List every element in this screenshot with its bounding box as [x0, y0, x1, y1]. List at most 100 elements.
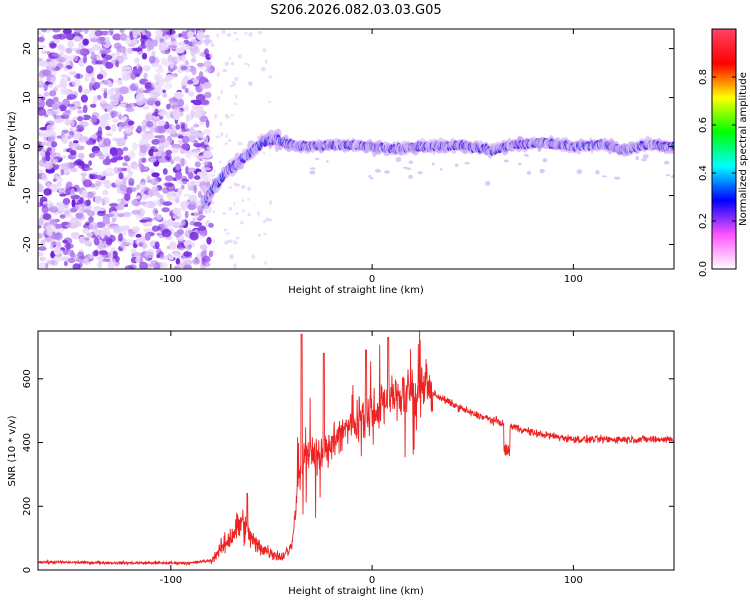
- noise-blob: [47, 61, 57, 69]
- noise-blob: [181, 219, 186, 226]
- noise-blob: [176, 229, 184, 236]
- ridge-halo: [503, 159, 509, 163]
- noise-blob: [43, 83, 48, 92]
- noise-blob: [78, 262, 83, 268]
- noise-blob: [38, 225, 42, 229]
- noise-blob: [89, 103, 97, 108]
- noise-blob: [151, 172, 160, 178]
- noise-blob: [264, 261, 268, 265]
- noise-blob: [101, 57, 107, 66]
- noise-blob: [196, 171, 205, 176]
- noise-blob: [102, 258, 111, 262]
- noise-blob: [162, 93, 168, 98]
- noise-blob: [132, 142, 138, 151]
- noise-blob: [99, 49, 107, 55]
- noise-blob: [231, 81, 237, 87]
- noise-blob: [191, 105, 199, 110]
- noise-blob: [82, 88, 91, 95]
- noise-blob: [41, 205, 49, 214]
- ridge-halo: [431, 162, 435, 166]
- noise-blob: [126, 47, 133, 54]
- noise-blob: [104, 61, 114, 69]
- noise-blob: [70, 231, 80, 238]
- noise-blob: [198, 215, 206, 219]
- noise-blob: [204, 178, 212, 182]
- noise-blob: [50, 77, 57, 85]
- noise-blob: [68, 71, 78, 75]
- colorbar-tick-label: 0.2: [698, 213, 709, 229]
- noise-blob: [243, 62, 248, 65]
- noise-blob: [62, 129, 69, 134]
- noise-blob: [124, 239, 135, 246]
- colorbar-gradient: [711, 28, 737, 270]
- y-tick-label: 0: [22, 143, 33, 149]
- noise-blob: [95, 222, 106, 229]
- noise-blob: [119, 184, 128, 192]
- noise-blob: [62, 197, 71, 205]
- noise-blob: [67, 103, 75, 108]
- noise-blob: [199, 244, 208, 250]
- noise-blob: [56, 242, 62, 249]
- noise-blob: [174, 156, 182, 162]
- ridge-halo: [368, 175, 372, 178]
- noise-blob: [202, 262, 211, 267]
- noise-blob: [69, 106, 78, 111]
- noise-blob: [41, 29, 47, 33]
- snr-series-line: [38, 331, 674, 567]
- noise-blob: [46, 230, 53, 237]
- noise-blob: [59, 51, 64, 56]
- noise-blob: [100, 230, 105, 239]
- noise-blob: [175, 163, 182, 171]
- noise-blob: [51, 141, 58, 148]
- ridge-halo: [325, 160, 329, 163]
- noise-blob: [38, 143, 43, 152]
- noise-blob: [81, 114, 91, 121]
- noise-blob: [92, 250, 99, 257]
- noise-blob: [96, 54, 101, 61]
- noise-blob: [103, 91, 108, 99]
- noise-blob: [192, 217, 197, 222]
- noise-blob: [228, 57, 232, 60]
- noise-blob: [187, 167, 197, 172]
- noise-blob: [88, 153, 96, 158]
- noise-blob: [110, 93, 121, 99]
- noise-blob: [164, 49, 171, 55]
- noise-blob: [208, 222, 214, 228]
- noise-blob: [61, 221, 69, 226]
- noise-blob: [197, 226, 207, 231]
- noise-blob: [105, 132, 113, 137]
- noise-blob: [126, 187, 133, 194]
- noise-blob: [132, 67, 138, 75]
- noise-blob: [70, 250, 75, 258]
- noise-blob: [234, 77, 239, 81]
- noise-blob: [156, 214, 163, 220]
- noise-blob: [224, 142, 229, 145]
- ridge-halo: [601, 175, 608, 178]
- noise-blob: [213, 168, 216, 174]
- noise-blob: [194, 175, 201, 180]
- noise-blob: [90, 114, 98, 123]
- noise-blob: [50, 240, 57, 246]
- noise-blob: [102, 218, 111, 225]
- noise-blob: [40, 239, 46, 247]
- noise-blob: [185, 113, 190, 122]
- noise-blob: [220, 89, 223, 95]
- noise-blob: [71, 78, 81, 87]
- noise-blob: [107, 32, 111, 36]
- noise-blob: [38, 81, 42, 86]
- noise-blob: [225, 133, 228, 138]
- noise-blob: [180, 200, 191, 207]
- noise-blob: [179, 121, 185, 126]
- noise-blob: [78, 121, 89, 128]
- noise-blob: [99, 114, 108, 124]
- noise-blob: [124, 193, 131, 201]
- noise-blob: [189, 220, 195, 226]
- noise-blob: [172, 34, 178, 39]
- noise-blob: [187, 31, 194, 39]
- ridge-halo: [455, 163, 459, 167]
- noise-blob: [49, 202, 55, 208]
- noise-blob: [202, 128, 211, 135]
- noise-blob: [73, 55, 79, 62]
- noise-blob: [141, 52, 148, 60]
- noise-blob: [242, 209, 245, 213]
